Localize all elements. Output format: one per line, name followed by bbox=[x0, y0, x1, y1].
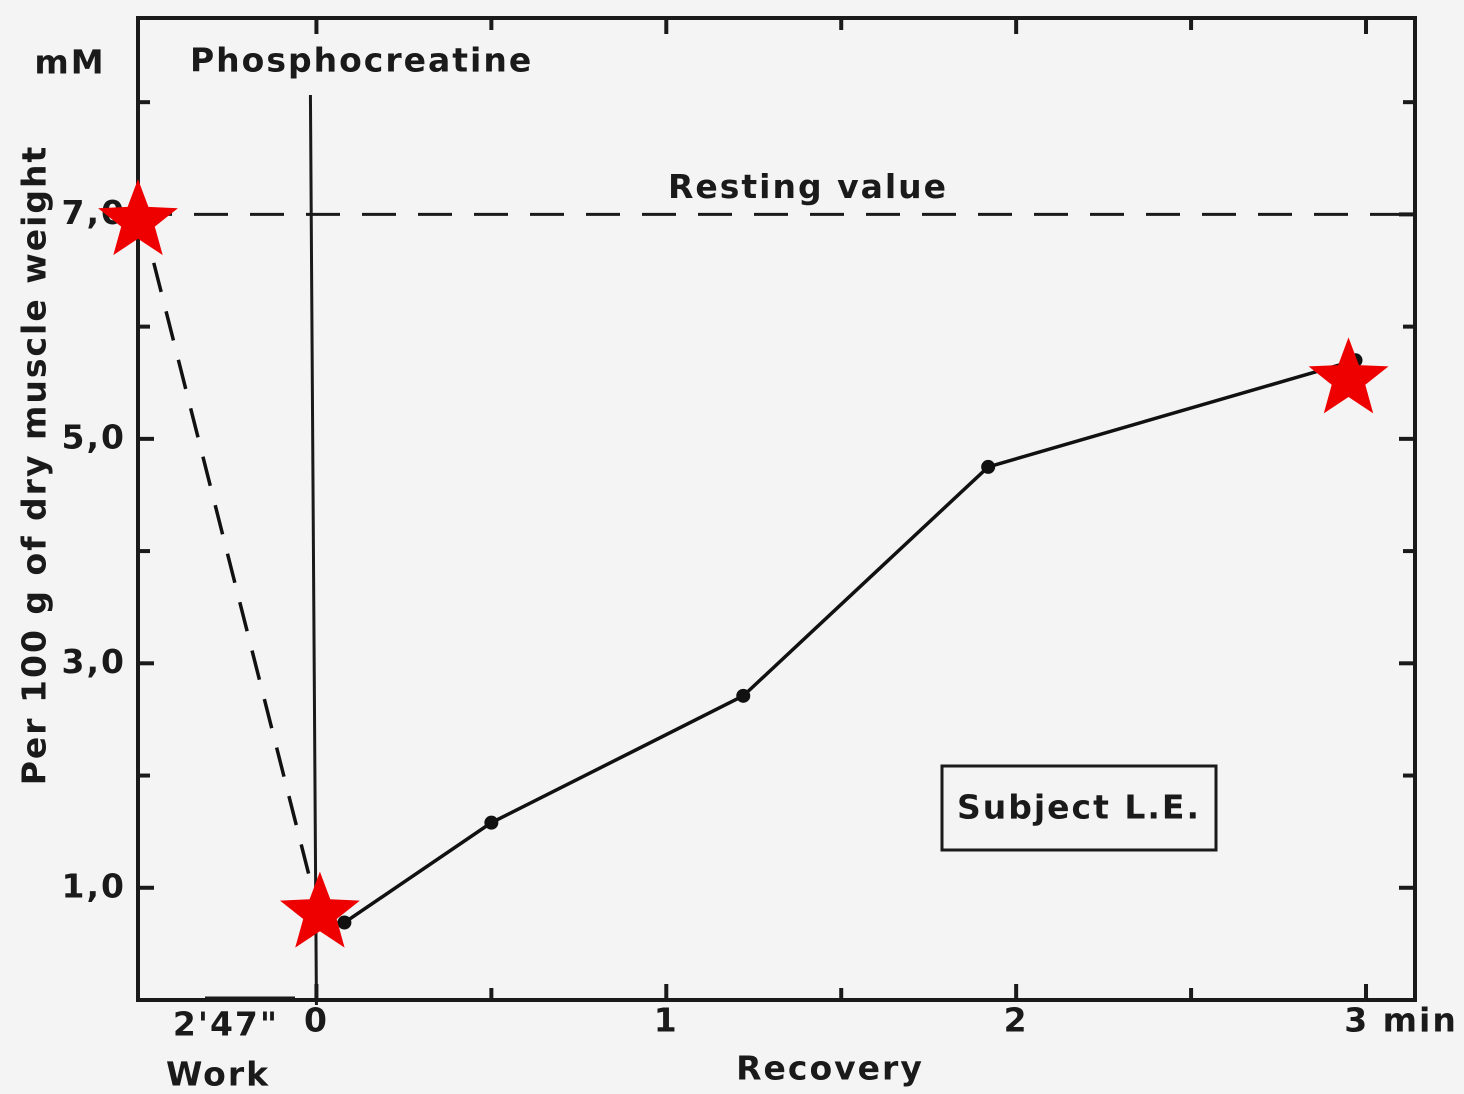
y-tick-label: 1,0 bbox=[62, 866, 126, 905]
y-axis-label: Per 100 g of dry muscle weight bbox=[15, 145, 54, 786]
annotation-box bbox=[940, 764, 1218, 852]
chart-title: Phosphocreatine bbox=[190, 41, 533, 80]
y-unit: mM bbox=[34, 43, 105, 82]
work-duration-label: 2'47" bbox=[173, 1005, 279, 1044]
data-point bbox=[981, 459, 996, 474]
recovery-start-line bbox=[308, 94, 318, 1006]
data-point bbox=[736, 688, 751, 703]
x-axis-label: Recovery bbox=[736, 1049, 924, 1088]
y-tick-label: 3,0 bbox=[62, 642, 126, 681]
star-marker bbox=[1308, 337, 1389, 414]
y-tick-label: 5,0 bbox=[62, 417, 126, 456]
series-line bbox=[139, 213, 319, 906]
box-annotation: Subject L.E. bbox=[957, 788, 1201, 827]
x-tick-label: 1 bbox=[654, 1001, 679, 1040]
reference-label: Resting value bbox=[668, 167, 948, 206]
star-marker bbox=[280, 871, 360, 948]
data-point bbox=[337, 915, 352, 930]
data-point bbox=[484, 815, 499, 830]
plot-frame bbox=[136, 16, 1417, 1002]
star-marker bbox=[98, 179, 178, 256]
x-tick-label: 3 min bbox=[1344, 1001, 1458, 1040]
work-label: Work bbox=[166, 1055, 270, 1094]
x-tick-label: 0 bbox=[304, 1001, 329, 1040]
x-tick-label: 2 bbox=[1004, 1001, 1029, 1040]
